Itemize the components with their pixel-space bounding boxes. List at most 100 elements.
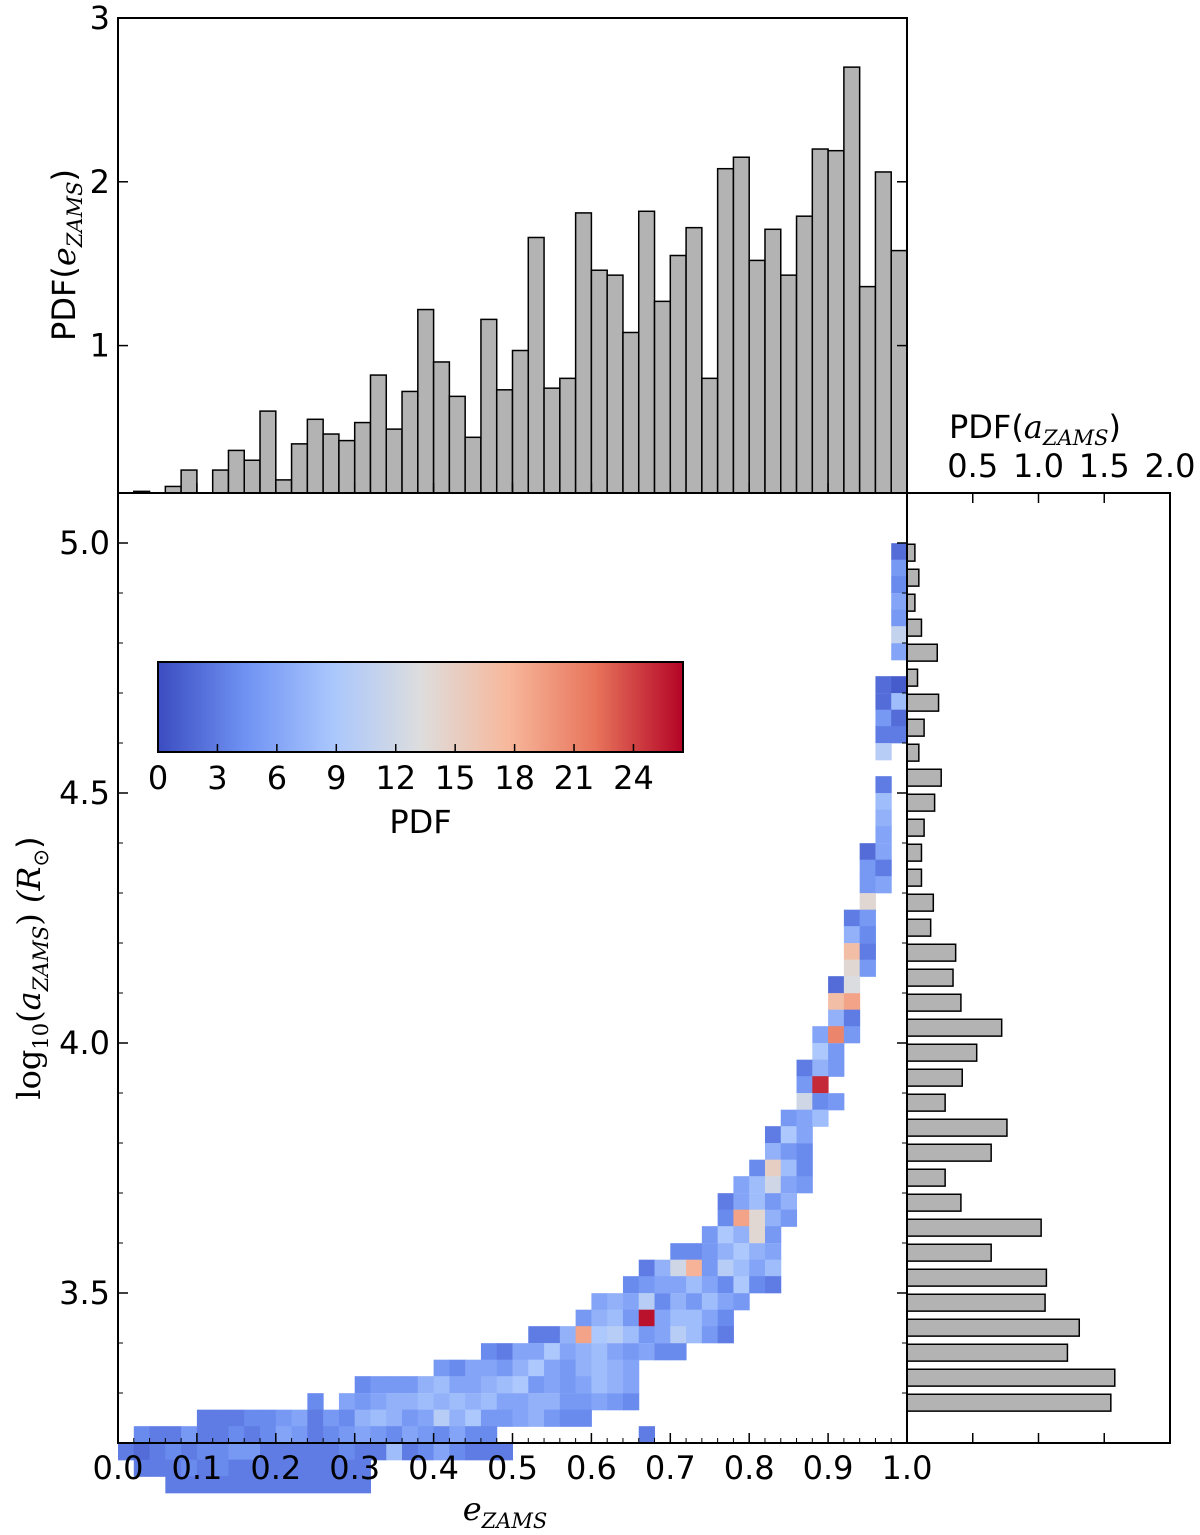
heatmap-cell: [701, 1293, 719, 1311]
joint-ytick-label: 4.0: [59, 1024, 110, 1062]
heatmap-cell: [717, 1243, 734, 1261]
heatmap-cell: [244, 1443, 261, 1461]
a-hist-xtick-label: 2.0: [1145, 447, 1196, 485]
heatmap-cell: [843, 976, 861, 994]
heatmap-cell: [212, 1459, 229, 1477]
e-hist-bar: [843, 66, 861, 494]
colorbar-tick-label: 21: [554, 759, 595, 797]
e-hist-bar: [385, 428, 403, 494]
heatmap-cell: [764, 1159, 782, 1177]
joint-xtick-label: 0.6: [566, 1449, 617, 1487]
heatmap-cell: [828, 993, 845, 1011]
heatmap-cell: [149, 1426, 166, 1444]
heatmap-cell: [733, 1176, 750, 1194]
heatmap-cell: [638, 1276, 656, 1294]
heatmap-cell: [701, 1226, 719, 1244]
heatmap-cell: [496, 1376, 513, 1394]
heatmap-cell: [717, 1309, 734, 1327]
e-hist-bar: [653, 300, 672, 494]
heatmap-cell: [622, 1343, 640, 1361]
heatmap-cell: [812, 1059, 829, 1077]
heatmap-cell: [717, 1259, 734, 1277]
heatmap-cell: [891, 593, 908, 611]
heatmap-cell: [528, 1326, 545, 1344]
heatmap-cell: [812, 1093, 829, 1111]
heatmap-cell: [417, 1409, 435, 1427]
colorbar-tick-label: 12: [375, 759, 416, 797]
a-hist-bar: [906, 1318, 1081, 1337]
heatmap-cell: [260, 1426, 277, 1444]
heatmap-cell: [465, 1376, 482, 1394]
joint-ylabel-sub: ZAMS: [29, 926, 53, 993]
heatmap-cell: [591, 1343, 608, 1361]
heatmap-cell: [717, 1226, 734, 1244]
heatmap-cell: [780, 1126, 798, 1144]
heatmap-cell: [133, 1459, 151, 1477]
heatmap-cell: [686, 1276, 703, 1294]
heatmap-cell: [196, 1409, 214, 1427]
heatmap-cell: [686, 1259, 703, 1277]
e-hist-ylabel-suffix: ): [45, 169, 83, 181]
heatmap-cell: [512, 1359, 529, 1377]
heatmap-cell: [591, 1376, 608, 1394]
heatmap-cell: [622, 1293, 640, 1311]
heatmap-cell: [796, 1059, 813, 1077]
heatmap-cell: [717, 1293, 734, 1311]
heatmap-cell: [875, 859, 892, 877]
a-hist-bar: [906, 1268, 1048, 1287]
heatmap-cell: [181, 1443, 198, 1461]
e-hist-bar: [701, 377, 719, 494]
heatmap-cell: [544, 1326, 561, 1344]
heatmap-cell: [875, 793, 892, 811]
heatmap-cell: [559, 1359, 577, 1377]
joint-xtick-label: 0.8: [724, 1449, 775, 1487]
a-hist-bar: [906, 1093, 946, 1112]
heatmap-cell: [449, 1359, 466, 1377]
heatmap-cell: [354, 1393, 371, 1411]
heatmap-cell: [828, 1059, 845, 1077]
heatmap-cell: [686, 1243, 703, 1261]
heatmap-cell: [749, 1176, 766, 1194]
heatmap-cell: [828, 1009, 845, 1027]
heatmap-cell: [796, 1126, 813, 1144]
a-hist-bar: [906, 868, 923, 887]
heatmap-cell: [859, 876, 876, 894]
joint-ylabel-logsub: 10: [29, 1023, 53, 1050]
e-hist-bar: [748, 259, 766, 494]
heatmap-cell: [622, 1359, 640, 1377]
e-hist-bar: [180, 469, 198, 494]
heatmap-cell: [465, 1359, 482, 1377]
heatmap-cell: [780, 1176, 798, 1194]
heatmap-cell: [875, 676, 892, 694]
a-hist-bar: [906, 1343, 1069, 1362]
joint-ylabel-open: (: [10, 1010, 48, 1022]
heatmap-cell: [812, 1076, 829, 1094]
heatmap-cell: [338, 1476, 356, 1494]
heatmap-cell: [244, 1409, 261, 1427]
heatmap-cell: [433, 1393, 450, 1411]
e-hist-bar: [716, 167, 735, 494]
heatmap-cell: [891, 543, 908, 561]
heatmap-cell: [496, 1343, 513, 1361]
marginal-a-histogram: 0.5 1.0 1.5 2.0 PDF(aZAMS): [906, 408, 1196, 1444]
e-hist-bar: [259, 410, 277, 494]
heatmap-cell: [402, 1426, 419, 1444]
heatmap-cell: [780, 1193, 798, 1211]
joint-xtick-label: 0.5: [487, 1449, 538, 1487]
heatmap-cell: [559, 1343, 577, 1361]
a-hist-bar: [906, 918, 932, 937]
a-hist-bar: [906, 1118, 1008, 1137]
heatmap-cell: [528, 1409, 545, 1427]
heatmap-cell: [244, 1426, 261, 1444]
heatmap-cell: [638, 1309, 656, 1327]
heatmap-cell: [275, 1476, 293, 1494]
joint-xtick-label: 0.0: [93, 1449, 144, 1487]
heatmap-cell: [843, 926, 861, 944]
heatmap-cell: [480, 1443, 498, 1461]
heatmap-cell: [575, 1326, 592, 1344]
heatmap-cell: [638, 1426, 656, 1444]
heatmap-cell: [212, 1476, 229, 1494]
heatmap-cell: [749, 1276, 766, 1294]
heatmap-cell: [402, 1443, 419, 1461]
heatmap-cell: [260, 1476, 277, 1494]
